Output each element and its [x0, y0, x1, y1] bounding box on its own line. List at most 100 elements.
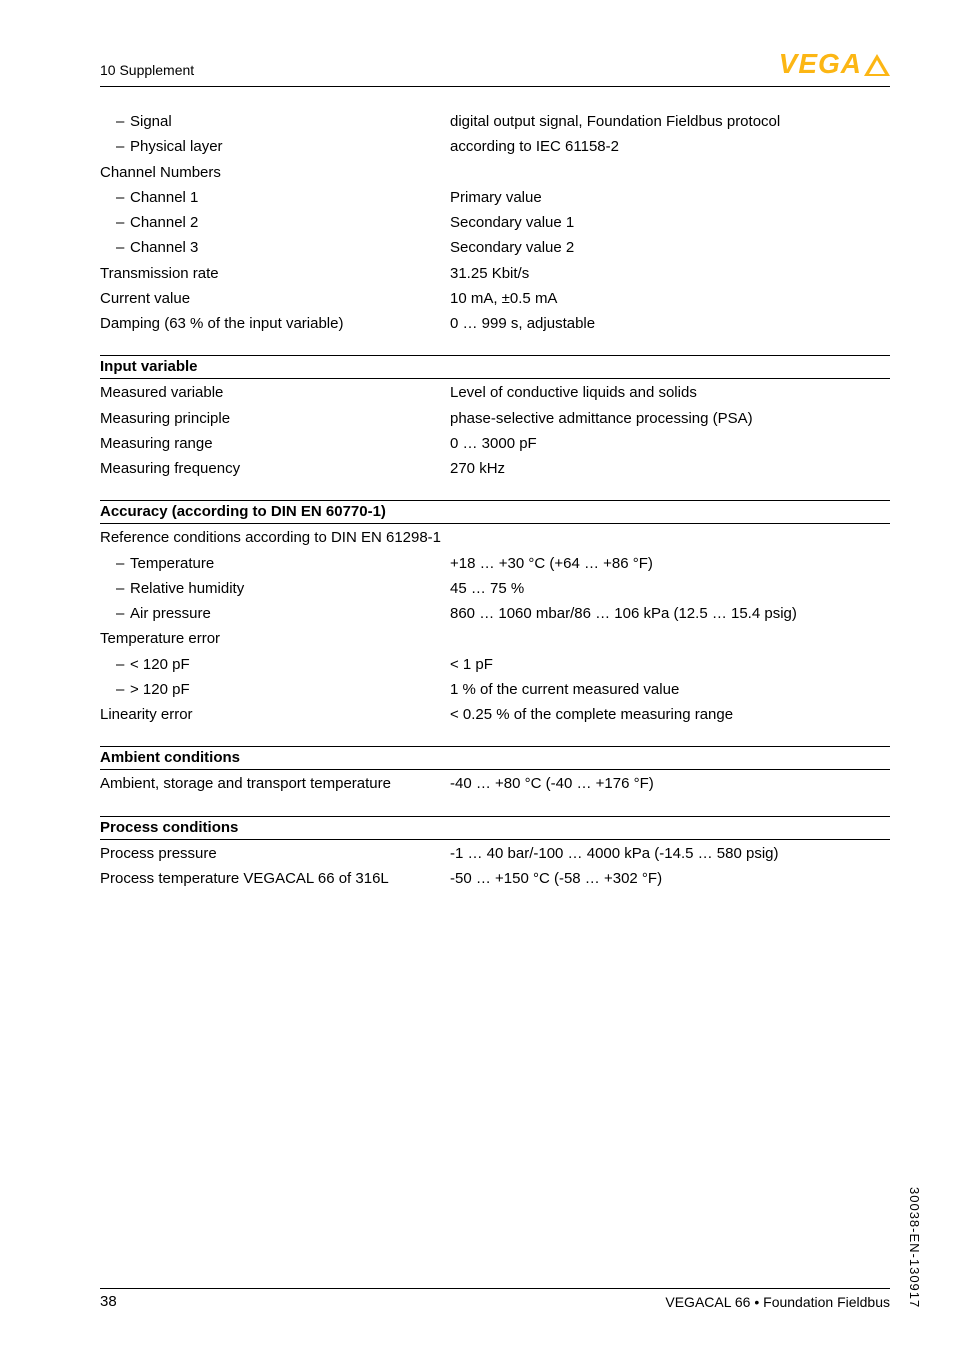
section-body: Process pressure -1 … 40 bar/-100 … 4000…: [100, 841, 890, 891]
spec-label-text: Temperature: [130, 555, 214, 572]
spec-row: Process pressure -1 … 40 bar/-100 … 4000…: [100, 842, 890, 865]
spec-row: Measured variable Level of conductive li…: [100, 381, 890, 404]
spec-row: –> 120 pF 1 % of the current measured va…: [100, 678, 890, 701]
spec-row: –Signal digital output signal, Foundatio…: [100, 110, 890, 133]
section-heading: Accuracy (according to DIN EN 60770-1): [100, 500, 890, 524]
spec-label: Measured variable: [100, 381, 450, 404]
spec-value: 0 … 999 s, adjustable: [450, 312, 890, 335]
spec-row: Linearity error < 0.25 % of the complete…: [100, 703, 890, 726]
header-rule: [100, 86, 890, 87]
page-number: 38: [100, 1293, 117, 1310]
spec-label: –Physical layer: [100, 135, 450, 158]
spec-label: Reference conditions according to DIN EN…: [100, 526, 441, 549]
spec-label: Current value: [100, 287, 450, 310]
spec-label-text: < 120 pF: [130, 656, 190, 673]
spec-label: –Channel 1: [100, 186, 450, 209]
spec-label-text: Channel 1: [130, 189, 198, 206]
spec-value: 270 kHz: [450, 457, 890, 480]
spec-value: according to IEC 61158-2: [450, 135, 890, 158]
spec-label: Damping (63 % of the input variable): [100, 312, 450, 335]
spec-label-text: > 120 pF: [130, 681, 190, 698]
spec-label-text: Relative humidity: [130, 580, 244, 597]
spec-row: Process temperature VEGACAL 66 of 316L -…: [100, 867, 890, 890]
spec-row: –Physical layer according to IEC 61158-2: [100, 135, 890, 158]
spec-value: 860 … 1060 mbar/86 … 106 kPa (12.5 … 15.…: [450, 602, 890, 625]
section-heading: Input variable: [100, 355, 890, 379]
spec-row: –Channel 1 Primary value: [100, 186, 890, 209]
spec-label: Measuring frequency: [100, 457, 450, 480]
logo-triangle-inner-icon: [869, 60, 885, 74]
page: 10 Supplement VEGA –Signal digital outpu…: [0, 0, 954, 1354]
spec-value: < 1 pF: [450, 653, 890, 676]
spec-value: [450, 627, 890, 650]
spec-row: Measuring range 0 … 3000 pF: [100, 432, 890, 455]
spec-row: Channel Numbers: [100, 161, 890, 184]
spec-label: Measuring range: [100, 432, 450, 455]
spec-row: –< 120 pF < 1 pF: [100, 653, 890, 676]
spec-row: –Air pressure 860 … 1060 mbar/86 … 106 k…: [100, 602, 890, 625]
spec-label: –Channel 3: [100, 236, 450, 259]
spec-label: Channel Numbers: [100, 161, 450, 184]
spec-value: phase-selective admittance processing (P…: [450, 407, 890, 430]
spec-row: Measuring principle phase-selective admi…: [100, 407, 890, 430]
spec-value: -40 … +80 °C (-40 … +176 °F): [450, 772, 890, 795]
spec-label: Linearity error: [100, 703, 450, 726]
section-label: 10 Supplement: [100, 48, 194, 78]
spec-label-text: Signal: [130, 113, 172, 130]
spec-label-text: Channel 3: [130, 239, 198, 256]
brand-logo: VEGA: [779, 48, 890, 80]
spec-label: Ambient, storage and transport tempera­t…: [100, 772, 450, 795]
section-body: Measured variable Level of conductive li…: [100, 380, 890, 480]
spec-row: Temperature error: [100, 627, 890, 650]
spec-label: –< 120 pF: [100, 653, 450, 676]
spec-label: Process pressure: [100, 842, 450, 865]
spec-value: 45 … 75 %: [450, 577, 890, 600]
spec-value: -50 … +150 °C (-58 … +302 °F): [450, 867, 890, 890]
logo-text: VEGA: [779, 48, 862, 80]
spec-row: Reference conditions according to DIN EN…: [100, 526, 890, 549]
spec-row: Measuring frequency 270 kHz: [100, 457, 890, 480]
spec-row: Transmission rate 31.25 Kbit/s: [100, 262, 890, 285]
section-heading: Ambient conditions: [100, 746, 890, 770]
spec-value: digital output signal, Foundation Fieldb…: [450, 110, 890, 133]
spec-row: –Relative humidity 45 … 75 %: [100, 577, 890, 600]
spec-value: Secondary value 2: [450, 236, 890, 259]
spec-value: +18 … +30 °C (+64 … +86 °F): [450, 552, 890, 575]
top-block: –Signal digital output signal, Foundatio…: [100, 109, 890, 335]
spec-row: –Channel 2 Secondary value 1: [100, 211, 890, 234]
page-footer: 38 VEGACAL 66 • Foundation Fieldbus: [100, 1288, 890, 1310]
spec-row: –Temperature +18 … +30 °C (+64 … +86 °F): [100, 552, 890, 575]
spec-label: –Relative humidity: [100, 577, 450, 600]
side-doc-id: 30038-EN-130917: [907, 1187, 922, 1308]
spec-label-text: Air pressure: [130, 605, 211, 622]
spec-label: –Channel 2: [100, 211, 450, 234]
spec-label: Measuring principle: [100, 407, 450, 430]
section-body: Reference conditions according to DIN EN…: [100, 525, 890, 726]
spec-value: [450, 161, 890, 184]
spec-row: Current value 10 mA, ±0.5 mA: [100, 287, 890, 310]
page-header: 10 Supplement VEGA: [100, 48, 890, 80]
spec-value: -1 … 40 bar/-100 … 4000 kPa (-14.5 … 580…: [450, 842, 890, 865]
spec-value: < 0.25 % of the complete measuring range: [450, 703, 890, 726]
spec-label: –Temperature: [100, 552, 450, 575]
spec-row: Ambient, storage and transport tempera­t…: [100, 772, 890, 795]
spec-value: 0 … 3000 pF: [450, 432, 890, 455]
spec-row: –Channel 3 Secondary value 2: [100, 236, 890, 259]
spec-value: 31.25 Kbit/s: [450, 262, 890, 285]
spec-label: Process temperature VEGACAL 66 of 316L: [100, 867, 450, 890]
spec-label: Transmission rate: [100, 262, 450, 285]
spec-value: Level of conductive liquids and solids: [450, 381, 890, 404]
spec-value: 1 % of the current measured value: [450, 678, 890, 701]
spec-label: Temperature error: [100, 627, 450, 650]
spec-label-text: Physical layer: [130, 138, 223, 155]
spec-label: –> 120 pF: [100, 678, 450, 701]
footer-product: VEGACAL 66 • Foundation Fieldbus: [665, 1294, 890, 1310]
spec-value: Secondary value 1: [450, 211, 890, 234]
spec-label: –Signal: [100, 110, 450, 133]
spec-value: 10 mA, ±0.5 mA: [450, 287, 890, 310]
logo-triangle-icon: [864, 54, 890, 76]
spec-row: Damping (63 % of the input variable) 0 ……: [100, 312, 890, 335]
spec-value: Primary value: [450, 186, 890, 209]
section-heading: Process conditions: [100, 816, 890, 840]
spec-label: –Air pressure: [100, 602, 450, 625]
